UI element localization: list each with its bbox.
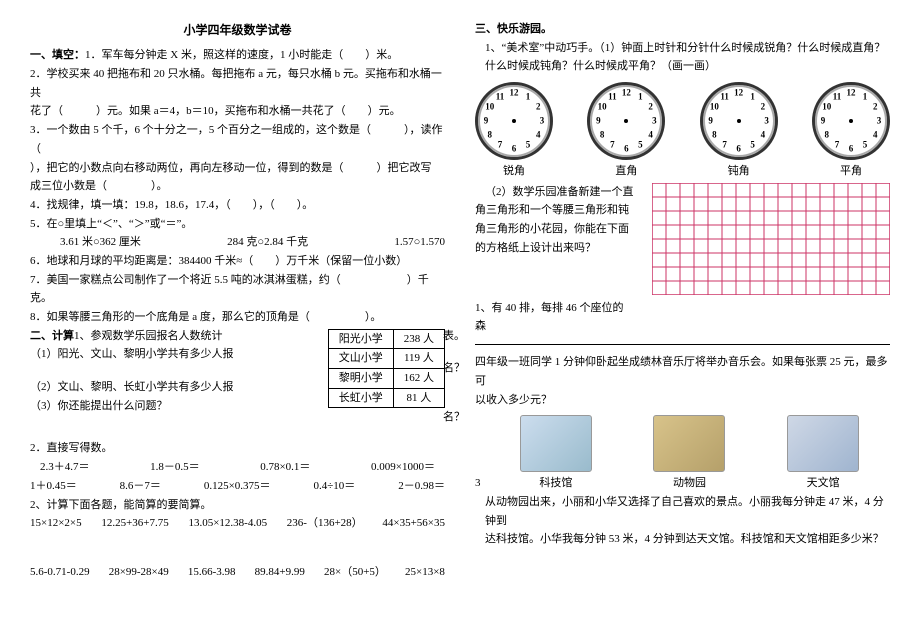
clock-label-1: 直角 <box>587 162 665 181</box>
img-label-1: 动物园 <box>653 474 725 493</box>
img-label-2: 天文馆 <box>787 474 859 493</box>
c3row1: 15×12×2×5 12.25+36+7.75 13.05×12.38-4.05… <box>30 514 445 533</box>
c2row2: 1＋0.45＝ 8.6－7＝ 0.125×0.375＝ 0.4÷10＝ 2－0.… <box>30 477 445 496</box>
right-column: 三、快乐游园。 1、“美术室”中动巧手。（1）钟面上时针和分针什么时候成锐角？什… <box>475 20 890 601</box>
q2b: 花了（ ）元。如果 a＝4，b＝10，买拖布和水桶一共花了（ ）元。 <box>30 102 445 121</box>
r-q6b: 达科技馆。小华我每分钟 53 米，4 分钟到达天文馆。科技馆和天文馆相距多少米？ <box>475 530 890 549</box>
q5row: 3.61 米○362 厘米 284 克○2.84 千克 1.57○1.570 <box>30 233 445 252</box>
page-title: 小学四年级数学试卷 <box>30 20 445 40</box>
q2a: 2．学校买来 40 把拖布和 20 只水桶。每把拖布 a 元，每只水桶 b 元。… <box>30 65 445 102</box>
img-label-0: 科技馆 <box>520 474 592 493</box>
clock-icon: 121234567891011 <box>700 82 778 160</box>
clock-icon: 121234567891011 <box>812 82 890 160</box>
observatory-icon <box>787 415 859 472</box>
table-row: 阳光小学238 人 <box>328 329 444 349</box>
table-row: 长虹小学81 人 <box>328 388 444 408</box>
section-fill-head: 一、填空： <box>30 49 85 61</box>
left-column: 小学四年级数学试卷 一、填空：1．军车每分钟走 X 米，照这样的速度，1 小时能… <box>30 20 445 601</box>
r-q1a: 1、“美术室”中动巧手。（1）钟面上时针和分针什么时候成锐角？什么时候成直角？ <box>475 39 890 58</box>
c2row1: 2.3＋4.7＝ 1.8－0.5＝ 0.78×0.1＝ 0.009×1000＝ <box>30 458 445 477</box>
section-3-head: 三、快乐游园。 <box>475 20 890 39</box>
q7: 7．美国一家糕点公司制作了一个将近 5.5 吨的冰淇淋蛋糕，约（ ）千克。 <box>30 271 445 308</box>
clock-icon: 121234567891011 <box>475 82 553 160</box>
images-row: 科技馆 动物园 天文馆 <box>489 415 890 493</box>
q4: 4．找规律，填一填：19.8，18.6，17.4，（ ），（ ）。 <box>30 196 445 215</box>
clock-label-3: 平角 <box>812 162 890 181</box>
table-right-m1: 名？ <box>443 359 465 378</box>
q5: 5．在○里填上“＜”、“＞”或“＝”。 <box>30 215 445 234</box>
divider-line <box>475 344 890 345</box>
q8: 8．如果等腰三角形的一个底角是 a 度，那么它的顶角是（ ）。 <box>30 308 445 327</box>
school-table: 阳光小学238 人 文山小学119 人 黎明小学162 人 长虹小学81 人 <box>328 329 445 409</box>
q1-text: 1．军车每分钟走 X 米，照这样的速度，1 小时能走（ ）米。 <box>85 49 398 61</box>
clock-label-0: 锐角 <box>475 162 553 181</box>
q3b: ），把它的小数点向右移动两位，再向左移动一位，得到的数是（ ）把它改写 <box>30 159 445 178</box>
r-q3: 1、有 40 排，每排 46 个座位的 <box>475 299 890 318</box>
animal-icon <box>653 415 725 472</box>
c3: 2、计算下面各题，能简算的要简算。 <box>30 496 445 515</box>
fill-q1: 一、填空：1．军车每分钟走 X 米，照这样的速度，1 小时能走（ ）米。 <box>30 46 445 65</box>
clock-icon: 121234567891011 <box>587 82 665 160</box>
table-row: 文山小学119 人 <box>328 349 444 369</box>
table-right-top: 表。 <box>443 327 465 346</box>
c2: 2．直接写得数。 <box>30 439 445 458</box>
r-q4a: 四年级一班同学 1 分钟仰卧起坐成绩林音乐厅将举办音乐会。如果每张票 25 元，… <box>475 353 890 390</box>
q5-0: 3.61 米○362 厘米 <box>60 233 141 252</box>
calc-head-span: 二、计算 <box>30 330 74 342</box>
c1a: 1、参观数学乐园报名人数统计 <box>74 330 223 342</box>
clocks-row: 121234567891011 锐角 121234567891011 直角 1212… <box>475 82 890 181</box>
q3a: 3．一个数由 5 个千，6 个十分之一，5 个百分之一组成的，这个数是（ ），读… <box>30 121 445 158</box>
grid-paper <box>652 183 890 295</box>
q3c: 成三位小数是（ ）。 <box>30 177 445 196</box>
q5-1: 284 克○2.84 千克 <box>227 233 308 252</box>
r-q4b: 以收入多少元？ <box>475 391 890 410</box>
r-q3b: 森 <box>475 317 890 336</box>
table-row: 黎明小学162 人 <box>328 369 444 389</box>
grid-svg-icon <box>652 183 890 295</box>
r-q1b: 什么时候成钝角？什么时候成平角？（画一画） <box>475 57 890 76</box>
c3row2: 5.6-0.71-0.29 28×99-28×49 15.66-3.98 89.… <box>30 563 445 582</box>
q6: 6．地球和月球的平均距离是：384400 千米≈（ ）万千米（保留一位小数） <box>30 252 445 271</box>
table-right-m2: 名？ <box>443 408 465 427</box>
r-q6a: 从动物园出来，小丽和小华又选择了自己喜欢的景点。小丽我每分钟走 47 米，4 分… <box>475 493 890 530</box>
q5num: 3 <box>475 474 489 493</box>
clock-label-2: 钝角 <box>700 162 778 181</box>
building-icon <box>520 415 592 472</box>
q5-2: 1.57○1.570 <box>394 233 445 252</box>
